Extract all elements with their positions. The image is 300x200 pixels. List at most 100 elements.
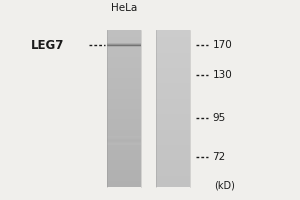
Bar: [156, 89, 190, 90]
Bar: [156, 69, 190, 70]
Bar: [107, 147, 141, 148]
Bar: [107, 30, 141, 31]
Bar: [156, 134, 190, 135]
Bar: [156, 86, 190, 87]
Bar: [107, 82, 141, 83]
Bar: [107, 73, 141, 74]
Bar: [107, 127, 141, 128]
Bar: [156, 182, 190, 183]
Bar: [156, 174, 190, 175]
Bar: [107, 57, 141, 58]
Bar: [156, 141, 190, 142]
Bar: [156, 51, 190, 52]
Bar: [107, 137, 141, 138]
Bar: [107, 46, 141, 47]
Bar: [156, 158, 190, 159]
Bar: [107, 126, 141, 127]
Bar: [107, 66, 141, 67]
Bar: [156, 186, 190, 187]
Bar: [107, 173, 141, 174]
Bar: [156, 133, 190, 134]
Bar: [156, 114, 190, 115]
Bar: [156, 183, 190, 184]
Bar: [107, 175, 141, 176]
Bar: [107, 50, 141, 51]
Bar: [156, 172, 190, 173]
Bar: [107, 62, 141, 63]
Bar: [107, 101, 141, 102]
Bar: [156, 173, 190, 174]
Bar: [107, 143, 141, 144]
Bar: [107, 146, 141, 147]
Bar: [156, 39, 190, 40]
Bar: [156, 96, 190, 97]
Bar: [156, 37, 190, 38]
Bar: [107, 171, 141, 172]
Bar: [156, 95, 190, 96]
Bar: [107, 74, 141, 75]
Bar: [107, 125, 141, 126]
Bar: [156, 111, 190, 112]
Bar: [156, 144, 190, 145]
Bar: [156, 76, 190, 77]
Bar: [107, 174, 141, 175]
Bar: [156, 63, 190, 64]
Bar: [156, 105, 190, 106]
Bar: [107, 77, 141, 78]
Bar: [107, 84, 141, 85]
Bar: [156, 148, 190, 149]
Bar: [107, 38, 141, 39]
Bar: [107, 167, 141, 168]
Bar: [107, 130, 141, 131]
Bar: [156, 59, 190, 60]
Bar: [156, 75, 190, 76]
Bar: [107, 128, 141, 129]
Bar: [156, 168, 190, 169]
Bar: [156, 184, 190, 185]
Bar: [156, 139, 190, 140]
Bar: [107, 112, 141, 113]
Bar: [156, 103, 190, 104]
Bar: [156, 56, 190, 57]
Bar: [107, 114, 141, 115]
Bar: [107, 162, 141, 163]
Bar: [107, 98, 141, 99]
Bar: [156, 60, 190, 61]
Bar: [107, 99, 141, 100]
Bar: [107, 160, 141, 161]
Bar: [156, 165, 190, 166]
Bar: [107, 110, 141, 111]
Bar: [156, 30, 190, 31]
Bar: [107, 111, 141, 112]
Bar: [156, 128, 190, 129]
Bar: [156, 42, 190, 43]
Bar: [107, 152, 141, 153]
Bar: [107, 116, 141, 117]
Bar: [156, 138, 190, 139]
Bar: [156, 159, 190, 160]
Bar: [107, 184, 141, 185]
Bar: [107, 113, 141, 114]
Bar: [107, 55, 141, 56]
Bar: [156, 67, 190, 68]
Bar: [107, 35, 141, 36]
Bar: [156, 175, 190, 176]
Bar: [107, 70, 141, 71]
Bar: [107, 83, 141, 84]
Text: 95: 95: [212, 113, 226, 123]
Bar: [156, 171, 190, 172]
Bar: [156, 93, 190, 94]
Bar: [156, 162, 190, 163]
Text: LEG7: LEG7: [31, 39, 64, 52]
Bar: [156, 79, 190, 80]
Bar: [107, 121, 141, 122]
Bar: [156, 136, 190, 137]
Bar: [107, 94, 141, 95]
Bar: [156, 50, 190, 51]
Bar: [156, 121, 190, 122]
Bar: [107, 122, 141, 123]
Bar: [107, 118, 141, 119]
Bar: [156, 78, 190, 79]
Bar: [156, 125, 190, 126]
Bar: [107, 87, 141, 88]
